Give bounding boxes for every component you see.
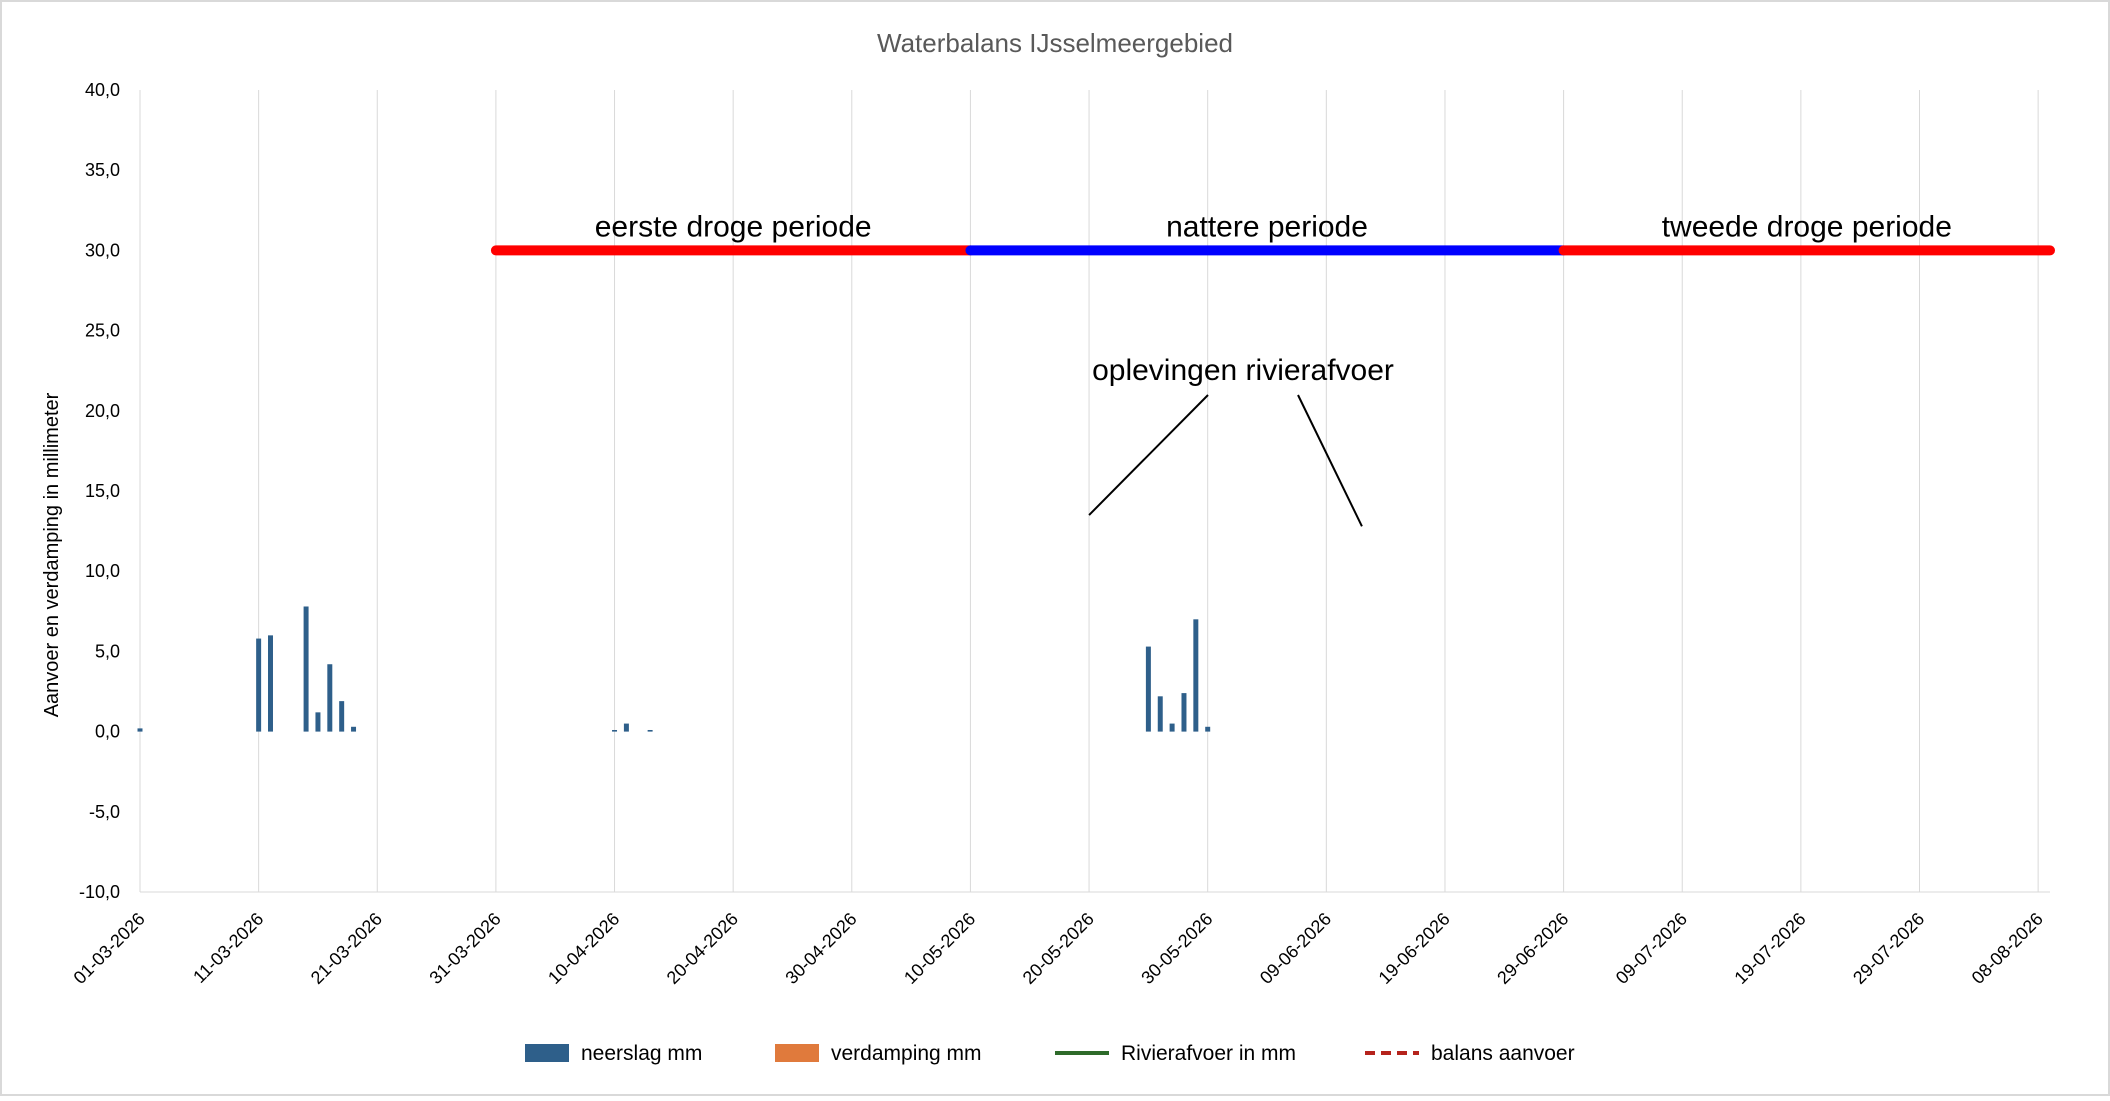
y-axis: -10,0 -5,0 0,0 5,0 10,0 15,0 20,0 25,0 30,0 35,0 4… <box>79 80 120 902</box>
period-markers: eerste droge periode nattere periode tweed… <box>490 210 2055 256</box>
neerslag-bar <box>256 638 262 732</box>
period-label-2: nattere periode <box>1166 210 1368 243</box>
neerslag-bar <box>339 701 345 732</box>
neerslag-bar <box>647 729 653 732</box>
neerslag-bar <box>315 712 321 732</box>
y-tick-label: -5,0 <box>89 802 120 822</box>
neerslag-bar <box>1157 696 1163 732</box>
period-label-3: tweede droge periode <box>1662 210 1952 243</box>
neerslag-bar <box>1145 646 1151 732</box>
neerslag-bars <box>137 606 1211 732</box>
legend-label: Rivierafvoer in mm <box>1121 1042 1296 1065</box>
y-tick-label: 5,0 <box>95 641 120 661</box>
neerslag-bar <box>1193 619 1199 732</box>
legend-swatch <box>775 1044 819 1062</box>
y-tick-label: 30,0 <box>85 240 120 260</box>
neerslag-bar <box>1181 693 1187 732</box>
annotation: oplevingen rivierafvoer <box>1088 354 1394 527</box>
annotation-label: oplevingen rivierafvoer <box>1092 354 1394 387</box>
y-tick-label: 0,0 <box>95 722 120 742</box>
annotation-leader <box>1088 394 1209 516</box>
annotation-leader <box>1297 394 1363 527</box>
neerslag-bar <box>268 635 273 732</box>
y-tick-label: 10,0 <box>85 561 120 581</box>
neerslag-bar <box>137 728 143 732</box>
legend-label: neerslag mm <box>581 1042 702 1065</box>
neerslag-bar <box>1169 723 1175 732</box>
y-tick-label: 35,0 <box>85 160 120 180</box>
neerslag-bar <box>351 726 357 732</box>
neerslag-bar <box>303 606 309 732</box>
neerslag-bar <box>327 664 333 732</box>
y-tick-label: 25,0 <box>85 321 120 341</box>
grid-layer <box>139 90 2050 893</box>
y-axis-label: Aanvoer en verdamping in millimeter <box>41 392 63 717</box>
neerslag-bar <box>623 723 629 732</box>
legend: neerslag mm verdamping mm Rivierafvoer in … <box>525 1042 1575 1065</box>
period-label-1: eerste droge periode <box>595 210 872 243</box>
neerslag-bar <box>612 729 618 732</box>
legend-label: verdamping mm <box>831 1042 982 1065</box>
legend-label: balans aanvoer <box>1431 1042 1575 1065</box>
chart-title: Waterbalans IJsselmeergebied <box>877 28 1233 58</box>
y-tick-label: 15,0 <box>85 481 120 501</box>
legend-swatch <box>525 1044 569 1062</box>
y-tick-label: 20,0 <box>85 401 120 421</box>
y-tick-label: -10,0 <box>79 882 120 902</box>
y-tick-label: 40,0 <box>85 80 120 100</box>
neerslag-bar <box>1205 726 1211 732</box>
